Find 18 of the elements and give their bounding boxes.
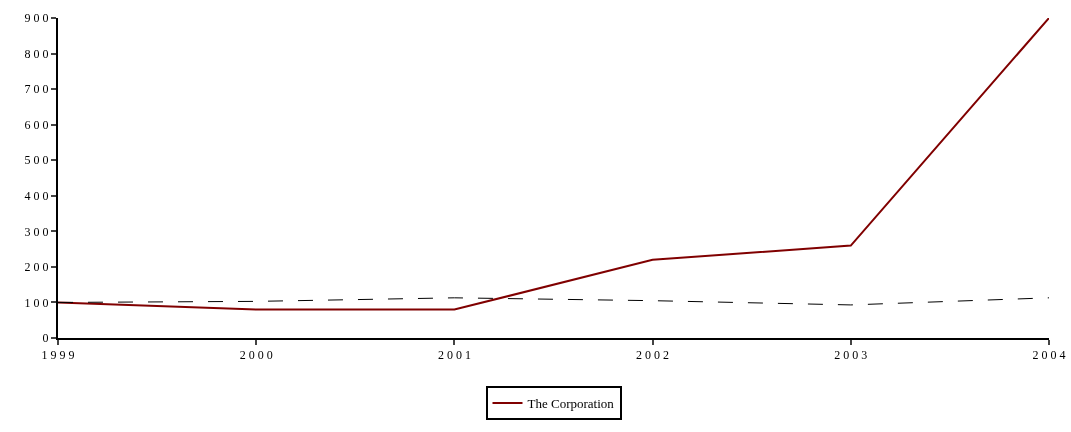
y-tick-label: 1 0 0	[24, 295, 49, 310]
y-tick-label: 7 0 0	[24, 82, 49, 97]
line-series	[58, 18, 1049, 311]
y-tick-label: 2 0 0	[24, 260, 49, 275]
legend-label: The Corporation	[527, 396, 615, 412]
x-tick-label: 2 0 0 4	[1032, 348, 1066, 363]
x-tick-label: 2 0 0 3	[834, 348, 868, 363]
x-tick-label: 2 0 0 2	[636, 348, 670, 363]
x-tick-label: 1 9 9 9	[41, 348, 75, 363]
x-tick-label: 2 0 0 0	[239, 348, 273, 363]
y-tick-label: 8 0 0	[24, 46, 49, 61]
y-tick-label: 6 0 0	[24, 117, 49, 132]
x-tick-label: 2 0 0 1	[437, 348, 471, 363]
y-tick-label: 5 0 0	[24, 153, 49, 168]
y-tick-label: 0	[42, 331, 49, 346]
y-tick-label: 4 0 0	[24, 188, 49, 203]
y-tick-label: 3 0 0	[24, 224, 49, 239]
y-tick-label: 9 0 0	[24, 11, 49, 26]
